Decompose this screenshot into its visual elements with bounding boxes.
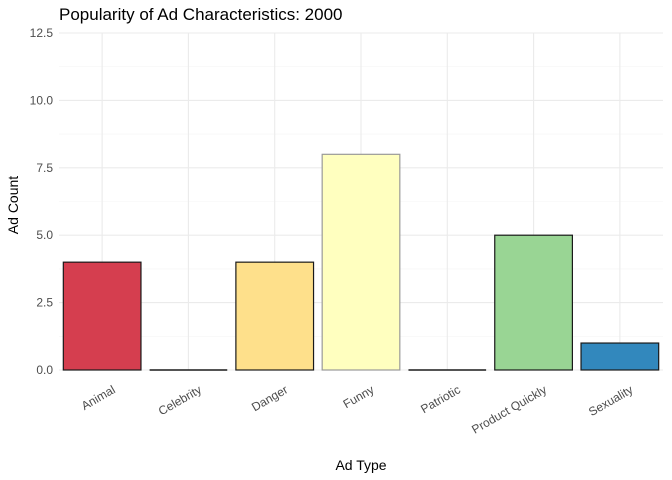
bars xyxy=(62,153,660,371)
x-tick-label: Product Quickly xyxy=(469,382,549,436)
bar-funny xyxy=(321,153,401,371)
y-tick-label: 0.0 xyxy=(36,363,53,377)
x-tick-label: Celebrity xyxy=(156,382,204,418)
bar-sexuality xyxy=(580,342,660,371)
x-tick-label: Animal xyxy=(79,382,118,412)
x-axis-title: Ad Type xyxy=(335,457,386,473)
chart-title: Popularity of Ad Characteristics: 2000 xyxy=(59,5,342,24)
y-tick-label: 2.5 xyxy=(36,296,53,310)
x-tick-label: Patriotic xyxy=(418,382,463,416)
y-tick-label: 12.5 xyxy=(30,26,54,40)
x-axis-tick-labels: Animal Celebrity Danger Funny Patriotic Produ… xyxy=(79,382,635,436)
y-tick-label: 7.5 xyxy=(36,161,53,175)
y-tick-label: 5.0 xyxy=(36,228,53,242)
x-tick-label: Funny xyxy=(341,382,377,411)
bar-product-quickly xyxy=(494,234,574,371)
x-tick-label: Sexuality xyxy=(586,382,635,418)
x-tick-label: Danger xyxy=(249,382,290,414)
bar-animal xyxy=(62,261,142,371)
y-axis-tick-labels: 0.0 2.5 5.0 7.5 10.0 12.5 xyxy=(30,26,54,377)
y-axis-title: Ad Count xyxy=(5,176,21,234)
y-tick-label: 10.0 xyxy=(30,93,54,107)
bar-danger xyxy=(235,261,315,371)
